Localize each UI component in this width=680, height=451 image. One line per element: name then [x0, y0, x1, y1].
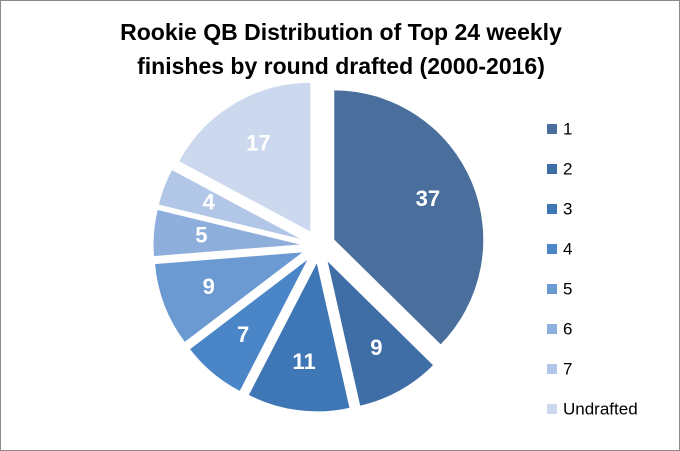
pie-slice	[325, 258, 435, 407]
legend-label: 1	[563, 119, 572, 138]
legend-label: 6	[563, 319, 572, 338]
pie-slice	[153, 251, 306, 344]
pie-slice	[177, 81, 312, 234]
legend-swatch	[547, 404, 557, 414]
legend-label: 7	[563, 359, 572, 378]
legend-swatch	[547, 284, 557, 294]
legend-label: 5	[563, 279, 572, 298]
pie-slice	[333, 89, 485, 346]
value-label: 17	[246, 131, 270, 156]
pie-slice	[188, 257, 310, 393]
value-label: 11	[292, 349, 315, 374]
chart-title: Rookie QB Distribution of Top 24 weekly …	[120, 19, 562, 79]
value-label: 5	[195, 222, 207, 247]
value-label: 37	[416, 186, 440, 211]
legend-swatch	[547, 244, 557, 254]
legend-label: Undrafted	[563, 399, 638, 418]
legend-swatch	[547, 124, 557, 134]
legend-label: 3	[563, 199, 572, 218]
value-label: 9	[203, 274, 215, 299]
pie-slice	[157, 168, 305, 241]
legend-label: 2	[563, 159, 572, 178]
legend-swatch	[547, 364, 557, 374]
value-label: 4	[203, 190, 216, 215]
value-label: 7	[237, 322, 249, 347]
pie-slice	[247, 260, 351, 413]
pie-slice	[152, 208, 304, 258]
legend-swatch	[547, 324, 557, 334]
legend-label: 4	[563, 239, 572, 258]
legend-swatch	[547, 164, 557, 174]
legend-swatch	[547, 204, 557, 214]
value-label: 9	[370, 335, 382, 360]
